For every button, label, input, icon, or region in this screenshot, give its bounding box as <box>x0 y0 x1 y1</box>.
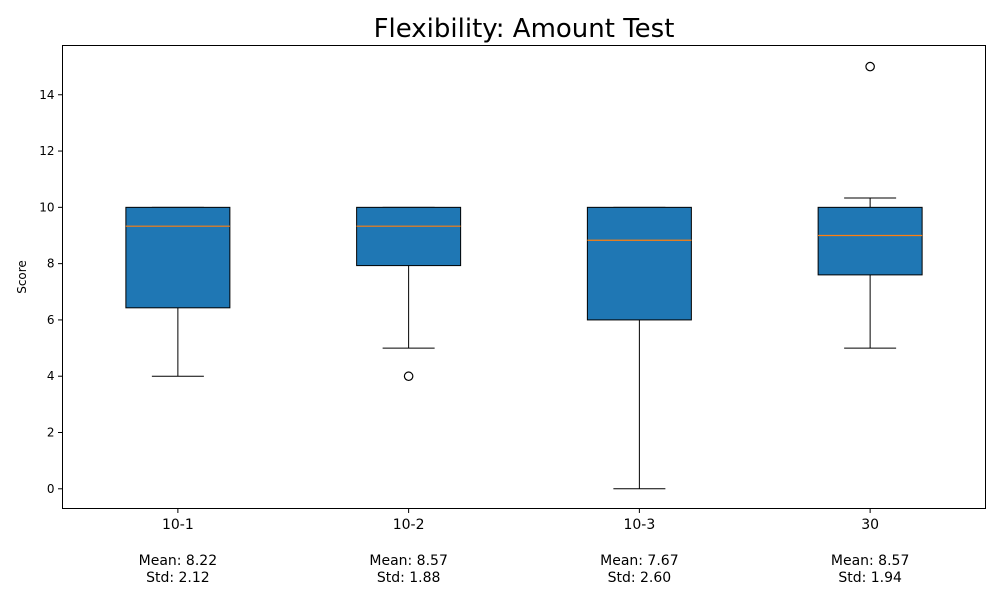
mean-label: Mean: 8.57 <box>831 553 909 569</box>
box-10-2 <box>356 206 462 267</box>
chart-title: Flexibility: Amount Test <box>374 14 675 44</box>
y-tick-label: 12 <box>39 144 54 158</box>
x-tick-label: 10-2 <box>393 517 425 533</box>
y-tick-label: 14 <box>39 88 54 102</box>
box-10-1 <box>125 206 231 309</box>
plot-frame <box>62 45 986 509</box>
y-axis-label: Score <box>15 260 29 294</box>
outlier-point <box>865 61 875 72</box>
y-tick-label: 4 <box>47 369 55 383</box>
x-tick-label: 10-1 <box>162 517 194 533</box>
std-label: Std: 1.88 <box>377 570 441 586</box>
y-tick-label: 10 <box>39 200 54 214</box>
x-tick-label: 30 <box>861 517 879 533</box>
mean-label: Mean: 8.22 <box>139 553 217 569</box>
y-tick-label: 8 <box>47 257 55 271</box>
std-label: Std: 2.12 <box>146 570 210 586</box>
x-tick-label: 10-3 <box>623 517 655 533</box>
y-tick-label: 2 <box>47 426 55 440</box>
box-30 <box>817 206 923 276</box>
std-label: Std: 1.94 <box>838 570 902 586</box>
mean-label: Mean: 8.57 <box>369 553 447 569</box>
mean-label: Mean: 7.67 <box>600 553 678 569</box>
std-label: Std: 2.60 <box>608 570 672 586</box>
y-tick-label: 0 <box>47 482 55 496</box>
box-10-3 <box>586 206 692 321</box>
y-tick-label: 6 <box>47 313 55 327</box>
outlier-point <box>403 371 414 382</box>
